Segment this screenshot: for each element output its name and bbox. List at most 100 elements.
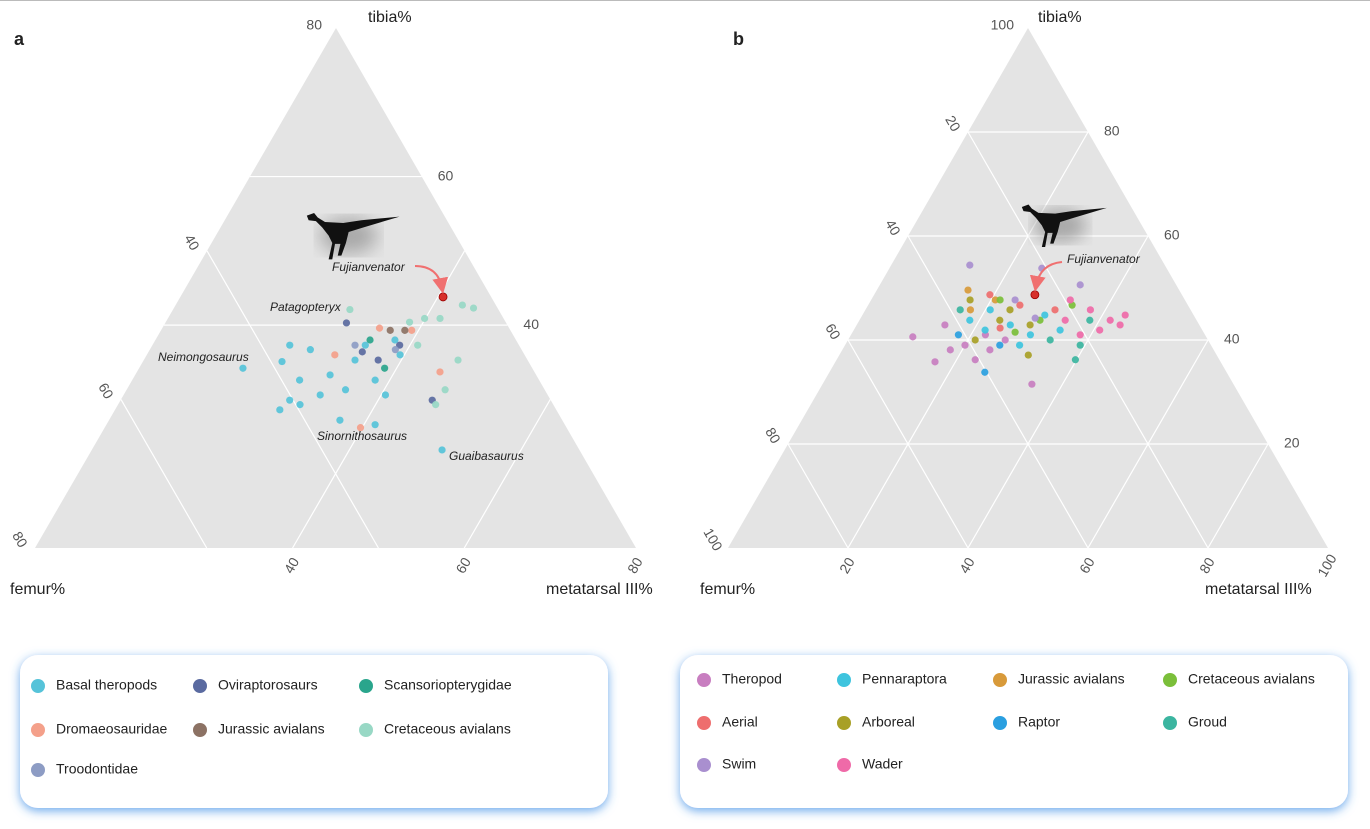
legend-marker bbox=[837, 673, 851, 687]
point bbox=[947, 346, 954, 353]
point bbox=[406, 319, 413, 326]
femur-tick-label: 40 bbox=[181, 231, 203, 253]
point bbox=[1007, 321, 1014, 328]
point bbox=[351, 356, 358, 363]
legend-marker bbox=[193, 679, 207, 693]
point bbox=[997, 296, 1004, 303]
legend-marker bbox=[1163, 673, 1177, 687]
point bbox=[442, 386, 449, 393]
point bbox=[1002, 336, 1009, 343]
point bbox=[331, 351, 338, 358]
point bbox=[967, 296, 974, 303]
axis-title: tibia% bbox=[368, 9, 412, 26]
legend-marker bbox=[193, 723, 207, 737]
point bbox=[296, 377, 303, 384]
point bbox=[955, 331, 962, 338]
point bbox=[436, 315, 443, 322]
legend-label: Scansoriopterygidae bbox=[384, 677, 512, 693]
point bbox=[459, 301, 466, 308]
point bbox=[986, 291, 993, 298]
metatarsal-tick-label: 40 bbox=[956, 554, 978, 576]
point bbox=[1047, 336, 1054, 343]
tibia-tick-label: 40 bbox=[523, 316, 539, 332]
point bbox=[1077, 331, 1084, 338]
axis-title: metatarsal III% bbox=[1205, 581, 1312, 598]
legend-marker bbox=[359, 679, 373, 693]
point bbox=[986, 346, 993, 353]
point bbox=[1051, 306, 1058, 313]
legend-label: Raptor bbox=[1018, 714, 1060, 730]
point bbox=[421, 315, 428, 322]
highlight-point bbox=[439, 293, 447, 301]
point bbox=[1027, 321, 1034, 328]
tibia-tick-label: 60 bbox=[1164, 227, 1180, 243]
point bbox=[454, 356, 461, 363]
point bbox=[957, 306, 964, 313]
point bbox=[972, 336, 979, 343]
annotation: Patagopteryx bbox=[270, 300, 342, 314]
legend-label: Basal theropods bbox=[56, 677, 157, 693]
point bbox=[346, 306, 353, 313]
point bbox=[408, 327, 415, 334]
metatarsal-tick-label: 60 bbox=[452, 554, 474, 576]
legend-label: Jurassic avialans bbox=[218, 721, 325, 737]
point bbox=[981, 369, 988, 376]
point bbox=[1087, 306, 1094, 313]
point bbox=[436, 368, 443, 375]
point bbox=[276, 406, 283, 413]
legend-label: Pennaraptora bbox=[862, 671, 947, 687]
tibia-tick-label: 100 bbox=[991, 17, 1015, 33]
point bbox=[1032, 315, 1039, 322]
tibia-tick-label: 40 bbox=[1224, 331, 1240, 347]
point bbox=[1016, 342, 1023, 349]
highlight-point bbox=[1031, 291, 1039, 299]
annotation: Fujianvenator bbox=[332, 260, 406, 274]
legend-marker bbox=[31, 723, 45, 737]
legend-marker bbox=[31, 679, 45, 693]
point bbox=[1077, 281, 1084, 288]
point bbox=[376, 325, 383, 332]
legend-label: Theropod bbox=[722, 671, 782, 687]
annotation: Neimongosaurus bbox=[158, 350, 249, 364]
legend-label: Groud bbox=[1188, 714, 1227, 730]
legend-marker bbox=[697, 758, 711, 772]
legend-marker bbox=[993, 673, 1007, 687]
legend-label: Oviraptorosaurs bbox=[218, 677, 318, 693]
point bbox=[1107, 317, 1114, 324]
femur-tick-label: 100 bbox=[700, 525, 726, 553]
metatarsal-tick-label: 80 bbox=[1196, 554, 1218, 576]
tibia-tick-label: 60 bbox=[438, 167, 454, 183]
point bbox=[972, 356, 979, 363]
legend-marker bbox=[697, 716, 711, 730]
legend-label: Aerial bbox=[722, 714, 758, 730]
legend-marker bbox=[837, 716, 851, 730]
axis-title: femur% bbox=[700, 581, 755, 598]
tibia-tick-label: 20 bbox=[1284, 435, 1300, 451]
point bbox=[961, 342, 968, 349]
metatarsal-tick-label: 100 bbox=[1314, 551, 1340, 579]
tibia-tick-label: 80 bbox=[1104, 123, 1120, 139]
plots: 40 60 80 40 60 80 40 60 80 a tibia% femur% metatarsa… bbox=[9, 9, 1339, 598]
point bbox=[1067, 296, 1074, 303]
point bbox=[1057, 327, 1064, 334]
legend-label: Jurassic avialans bbox=[1018, 671, 1125, 687]
point bbox=[382, 391, 389, 398]
point bbox=[909, 333, 916, 340]
point bbox=[1012, 296, 1019, 303]
point bbox=[966, 262, 973, 269]
panel-letter: a bbox=[14, 29, 25, 49]
point bbox=[239, 365, 246, 372]
axis-title: tibia% bbox=[1038, 9, 1082, 26]
legend-label: Cretaceous avialans bbox=[384, 721, 511, 737]
point bbox=[987, 306, 994, 313]
point bbox=[438, 446, 445, 453]
point bbox=[996, 342, 1003, 349]
point bbox=[1027, 331, 1034, 338]
femur-tick-label: 80 bbox=[9, 529, 31, 551]
legend-marker bbox=[697, 673, 711, 687]
point bbox=[1096, 327, 1103, 334]
femur-tick-label: 20 bbox=[942, 113, 964, 135]
annotation: Fujianvenator bbox=[1067, 252, 1141, 266]
point bbox=[1122, 311, 1129, 318]
plot-area bbox=[728, 28, 1328, 548]
